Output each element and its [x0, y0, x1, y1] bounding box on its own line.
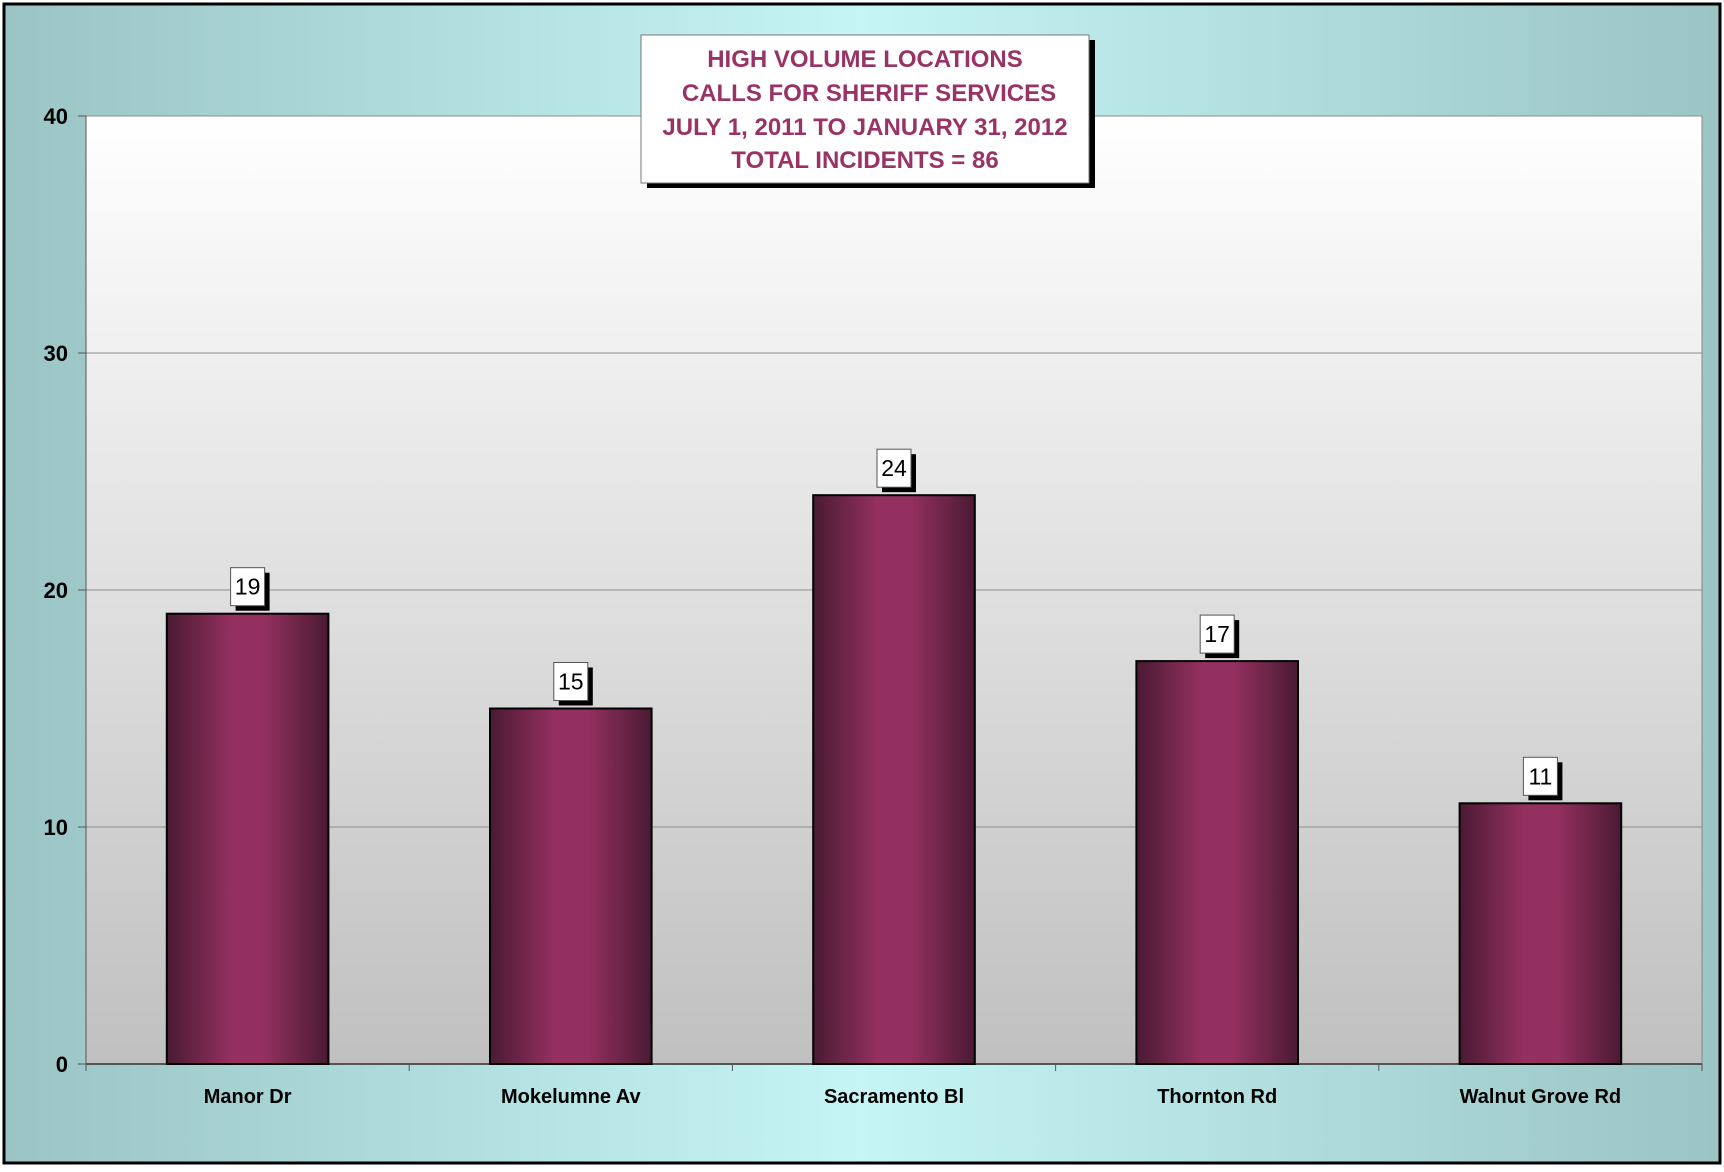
- data-label-box: [230, 567, 266, 607]
- chart-title-box: HIGH VOLUME LOCATIONS CALLS FOR SHERIFF …: [640, 34, 1095, 188]
- y-axis: 0 10 20 30 40: [44, 104, 87, 1077]
- chart-title-line-4: TOTAL INCIDENTS = 86: [731, 147, 998, 174]
- data-label-box: [553, 662, 589, 701]
- bar: [812, 494, 976, 1065]
- data-label: 11: [1528, 763, 1552, 789]
- x-tick-label: Walnut Grove Rd: [1460, 1086, 1621, 1108]
- y-tick-label: 0: [56, 1052, 68, 1077]
- chart-title-line-1: HIGH VOLUME LOCATIONS: [707, 46, 1023, 73]
- bar: [1458, 802, 1623, 1065]
- x-tick-label: Mokelumne Av: [501, 1086, 642, 1108]
- x-tick-label: Thornton Rd: [1157, 1086, 1277, 1108]
- x-tick-label: Sacramento Bl: [824, 1086, 964, 1108]
- x-axis: Manor Dr Mokelumne Av Sacramento Bl Thornto…: [85, 1063, 1703, 1108]
- data-labels: 19 15 24 17 11: [230, 448, 1563, 801]
- data-label: 15: [558, 669, 584, 695]
- bar: [1135, 660, 1300, 1065]
- x-tick-label: Manor Dr: [204, 1086, 292, 1108]
- data-label-box: [1199, 614, 1235, 654]
- data-label: 17: [1204, 621, 1230, 647]
- bars: [165, 494, 1623, 1065]
- chart-title-line-2: CALLS FOR SHERIFF SERVICES: [682, 80, 1056, 107]
- data-label: 24: [881, 455, 907, 481]
- y-tick-label: 40: [44, 104, 68, 129]
- data-label-box: [876, 448, 912, 488]
- y-tick-label: 30: [44, 341, 68, 366]
- bar: [489, 707, 653, 1065]
- bar: [165, 612, 330, 1065]
- chart-title-line-3: JULY 1, 2011 TO JANUARY 31, 2012: [662, 114, 1067, 141]
- y-tick-label: 10: [44, 815, 68, 840]
- y-tick-label: 20: [44, 578, 68, 603]
- data-label-box: [1522, 756, 1558, 796]
- data-label: 19: [235, 574, 261, 600]
